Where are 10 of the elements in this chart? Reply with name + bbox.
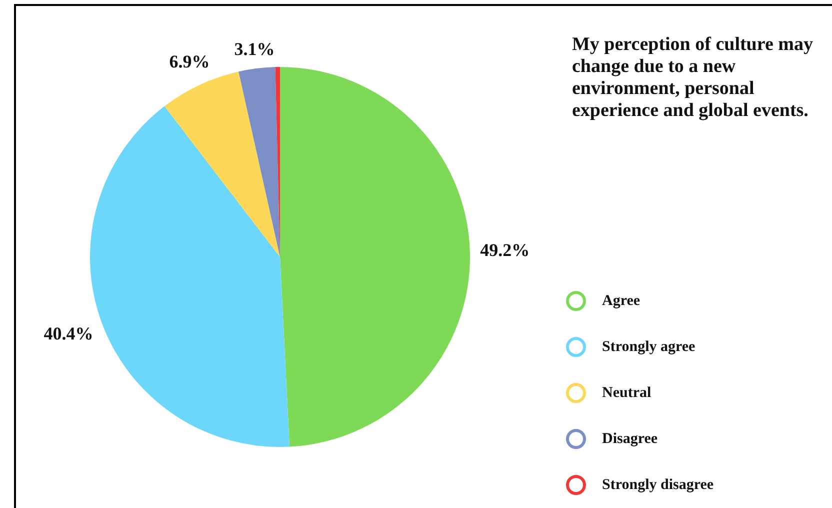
data-label: 49.2% [480,240,530,260]
data-label: 6.9% [169,52,210,72]
legend-label: Strongly disagree [602,476,714,494]
legend-label: Disagree [602,430,658,448]
data-label: 40.4% [44,323,94,344]
text: My perception of culture may change due to a new environment, personal experience and global events. [572,34,814,122]
legend-label: Strongly agree [602,338,696,356]
legend-label: Neutral [602,384,652,402]
legend-label: Agree [602,292,640,310]
data-label: 3.1% [234,38,275,59]
